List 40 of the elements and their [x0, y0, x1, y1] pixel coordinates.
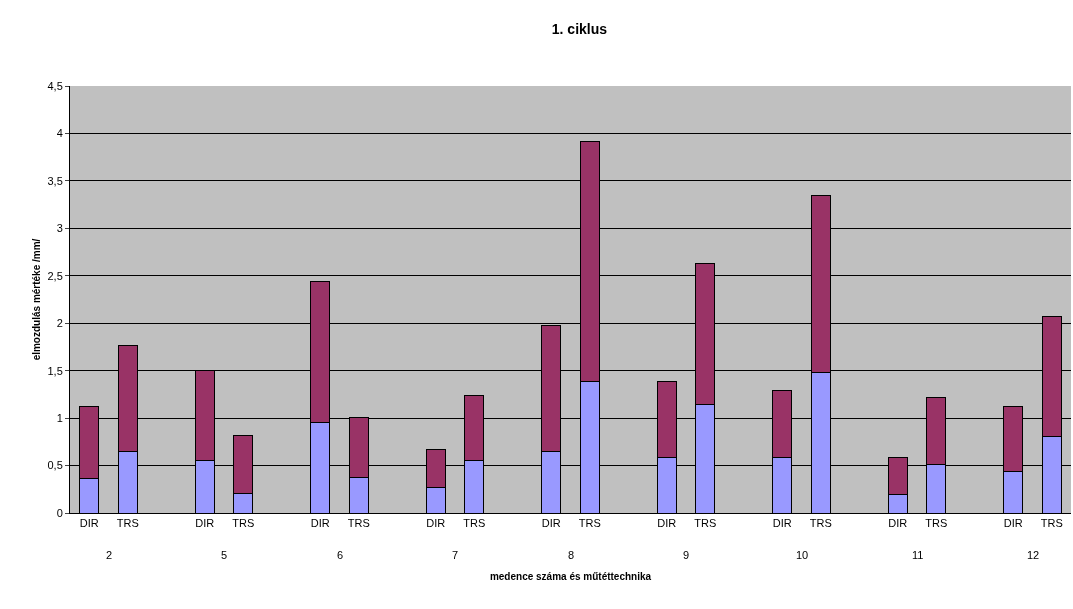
y-tick-label: 0,5: [47, 459, 63, 472]
x-tick-label: DIR: [888, 517, 908, 530]
x-tick-label: DIR: [1003, 517, 1023, 530]
x-tick-label: TRS: [1040, 517, 1063, 530]
y-tick-label: 2,5: [47, 269, 63, 282]
x-tick-label: DIR: [541, 517, 561, 530]
text: 7: [452, 549, 459, 561]
x-tick-label: TRS: [232, 517, 255, 530]
y-tick-label: 4,5: [47, 79, 63, 92]
y-tick-label: 1,5: [47, 364, 63, 377]
text: 8: [568, 549, 575, 561]
y-tick-label: 3,5: [47, 174, 63, 187]
text: 9: [683, 549, 690, 561]
y-tick-label: 0: [56, 506, 63, 519]
text: 5: [221, 549, 228, 561]
x-tick-label: TRS: [925, 517, 948, 530]
x-tick-label: DIR: [772, 517, 792, 530]
y-axis-title: elmozdulás mértéke /mm/: [31, 238, 42, 361]
text: 11: [912, 549, 924, 561]
x-tick-label: DIR: [310, 517, 330, 530]
y-tick-label: 1: [56, 411, 63, 424]
y-tick-label: 3: [56, 222, 63, 235]
y-tick-label: 2: [56, 317, 63, 330]
text: 10: [796, 549, 809, 561]
x-axis-title: medence száma és műtéttechnika: [489, 570, 652, 582]
x-tick-label: TRS: [578, 517, 601, 530]
x-tick-label: TRS: [809, 517, 832, 530]
x-tick-label: DIR: [657, 517, 677, 530]
y-tick-label: 4: [56, 127, 63, 140]
x-tick-label: TRS: [347, 517, 370, 530]
x-tick-label: DIR: [426, 517, 446, 530]
x-tick-label: DIR: [195, 517, 215, 530]
text: 2: [106, 549, 113, 561]
x-tick-label: TRS: [116, 517, 139, 530]
text: 6: [337, 549, 344, 561]
chart-title: 1. ciklus: [551, 21, 608, 38]
text: 12: [1027, 549, 1040, 561]
x-tick-label: TRS: [463, 517, 486, 530]
x-tick-label: DIR: [79, 517, 99, 530]
x-tick-label: TRS: [694, 517, 717, 530]
